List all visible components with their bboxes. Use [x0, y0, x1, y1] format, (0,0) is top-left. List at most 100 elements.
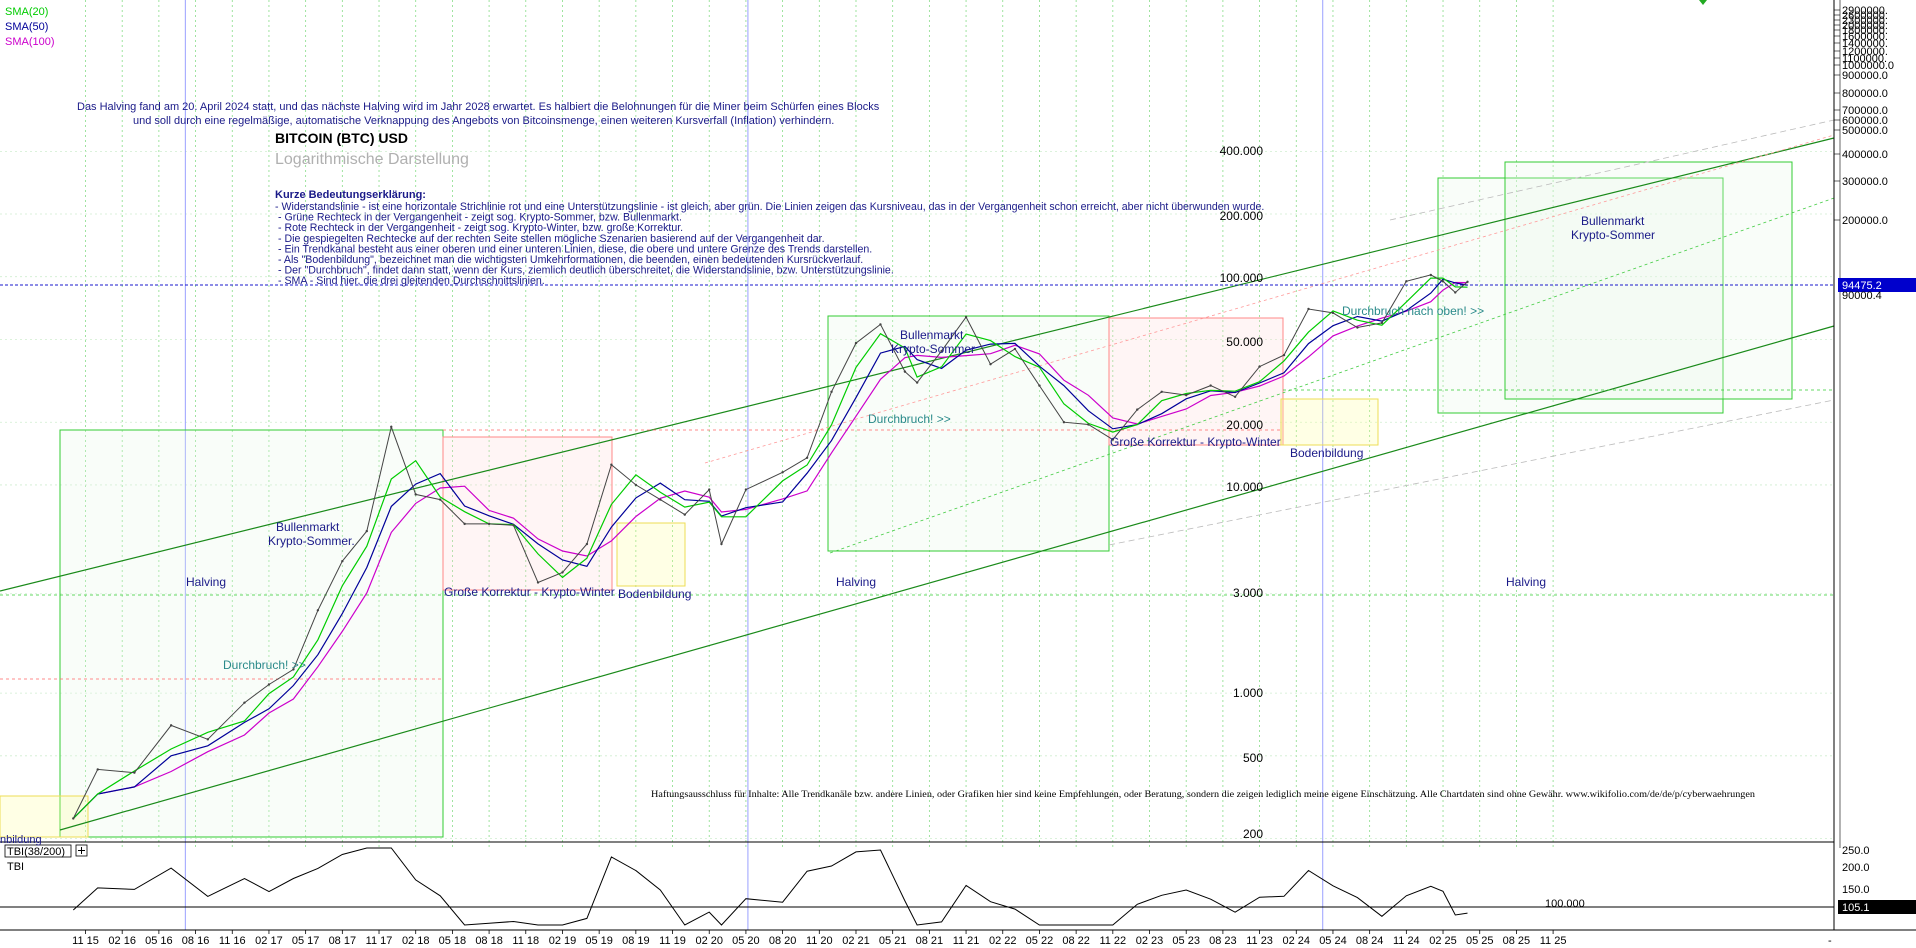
current-price-badge: [1838, 278, 1916, 292]
x-end-marker: -: [1828, 935, 1832, 947]
price-point: [1038, 384, 1041, 387]
right-axis-label: 700000.0: [1842, 105, 1888, 117]
price-point: [1466, 280, 1469, 284]
channel-upper: [0, 137, 1835, 592]
price-point: [854, 341, 858, 345]
x-tick-label: 08 21: [916, 935, 944, 947]
boden0-label: nbildung: [0, 834, 42, 846]
durchbruch1-label: Durchbruch! >>: [223, 658, 306, 672]
x-tick-label: 08 19: [622, 935, 650, 947]
x-tick-label: 08 20: [769, 935, 797, 947]
price-point: [1258, 365, 1261, 368]
x-tick-label: 02 20: [695, 935, 723, 947]
price-point: [438, 498, 442, 501]
durchbruch3-label: Durchbruch nach oben! >>: [1342, 304, 1484, 318]
price-point: [1429, 273, 1433, 277]
price-point: [940, 349, 943, 353]
price-point: [830, 390, 833, 394]
price-point: [720, 542, 723, 546]
right-axis-label: 200000.0: [1842, 215, 1888, 227]
price-point: [206, 738, 209, 741]
price-point: [659, 498, 662, 501]
price-point: [1282, 353, 1286, 357]
durchbruch2-label: Durchbruch! >>: [868, 412, 951, 426]
bull-box-2025b: [1504, 161, 1793, 400]
price-point: [708, 488, 711, 491]
explanation-line: - Als "Bodenbildung", bezeichnet man die…: [278, 254, 863, 266]
tbi-indicator-panel: TBI(38/200)TBI250.0200.0150.0100.0105.11…: [0, 841, 1916, 931]
current-price-value: 94475.2: [1842, 280, 1882, 292]
boden-box-2015: [0, 795, 89, 838]
price-point: [1405, 280, 1408, 283]
x-tick-label: 05 22: [1026, 935, 1054, 947]
price-point: [169, 724, 173, 727]
x-tick-label: 11 17: [366, 935, 393, 947]
explanation-line: - Widerstandslinie - ist eine horizontal…: [275, 201, 1264, 213]
price-point: [390, 425, 393, 429]
bull2-label-line1: Bullenmarkt: [900, 328, 964, 342]
price-point: [1209, 384, 1212, 387]
price-point: [781, 471, 784, 474]
x-tick-label: 05 17: [292, 935, 320, 947]
x-tick-label: 02 22: [989, 935, 1017, 947]
price-point: [561, 571, 564, 574]
price-level-label: 200: [1243, 827, 1263, 841]
x-tick-label: 05 19: [585, 935, 613, 947]
indicator-value: 105.1: [1842, 902, 1870, 914]
right-axis-label: 2000000.: [1842, 20, 1888, 32]
right-axis-label: 400000.0: [1842, 149, 1888, 161]
price-point: [487, 522, 491, 526]
x-tick-label: 02 19: [549, 935, 577, 947]
price-point: [1233, 395, 1237, 398]
bull3-label-line2: Krypto-Sommer: [1571, 228, 1655, 242]
right-axis-label: 300000.0: [1842, 176, 1888, 188]
right-price-axis: 2900000.2600000.2300000.2000000.1800000.…: [1833, 0, 1916, 930]
x-tick-label: 02 25: [1429, 935, 1457, 947]
halving-label-2016: Halving: [186, 575, 226, 589]
price-point: [512, 524, 515, 527]
x-tick-label: 02 17: [255, 935, 283, 947]
price-point: [903, 370, 907, 373]
price-point: [1160, 390, 1163, 394]
price-point: [1185, 393, 1188, 397]
bull1-label-line1: Bullenmarkt: [276, 520, 340, 534]
price-point: [1356, 326, 1359, 329]
price-level-label: 400.000: [1220, 144, 1264, 158]
x-tick-label: 11 24: [1393, 935, 1420, 947]
price-level-label: 200.000: [1220, 209, 1264, 223]
prev-price-value: 90000.4: [1842, 290, 1882, 302]
price-point: [805, 456, 809, 459]
price-point: [1013, 347, 1017, 351]
x-tick-label: 11 16: [219, 935, 246, 947]
price-point: [1111, 438, 1115, 441]
x-tick-label: 08 23: [1209, 935, 1237, 947]
korrektur1-label: Große Korrektur - Krypto-Winter: [444, 585, 615, 599]
halving-label-2020: Halving: [836, 575, 876, 589]
right-axis-label: 2900000.: [1842, 5, 1888, 17]
x-tick-label: 08 18: [475, 935, 503, 947]
sma100-line: [72, 281, 1468, 819]
plus-icon: [78, 847, 85, 854]
legend-sma100: SMA(100): [5, 36, 55, 48]
price-series-group: [72, 273, 1469, 820]
bull1-label-line2: Krypto-Sommer.: [268, 534, 355, 548]
x-tick-label: 05 23: [1172, 935, 1200, 947]
price-point: [1454, 291, 1457, 294]
x-tick-label: 11 18: [512, 935, 539, 947]
right-axis-label: 1800000.: [1842, 25, 1888, 37]
price-line: [72, 274, 1468, 819]
explanation-line: - Der "Durchbruch", findet dann statt, w…: [278, 265, 894, 277]
price-level-label: 20.000: [1226, 418, 1263, 432]
market-phase-boxes: [0, 161, 1793, 838]
price-level-label: 3.000: [1233, 586, 1263, 600]
x-tick-label: 11 19: [659, 935, 686, 947]
nav-marker-icon: [1699, 0, 1707, 5]
x-tick-label: 11 15: [72, 935, 99, 947]
x-tick-label: 11 21: [953, 935, 980, 947]
price-level-label: 50.000: [1226, 335, 1263, 349]
x-tick-label: 11 23: [1246, 935, 1273, 947]
price-point: [989, 362, 992, 366]
price-point: [1441, 280, 1445, 283]
right-axis-label: 600000.0: [1842, 115, 1888, 127]
